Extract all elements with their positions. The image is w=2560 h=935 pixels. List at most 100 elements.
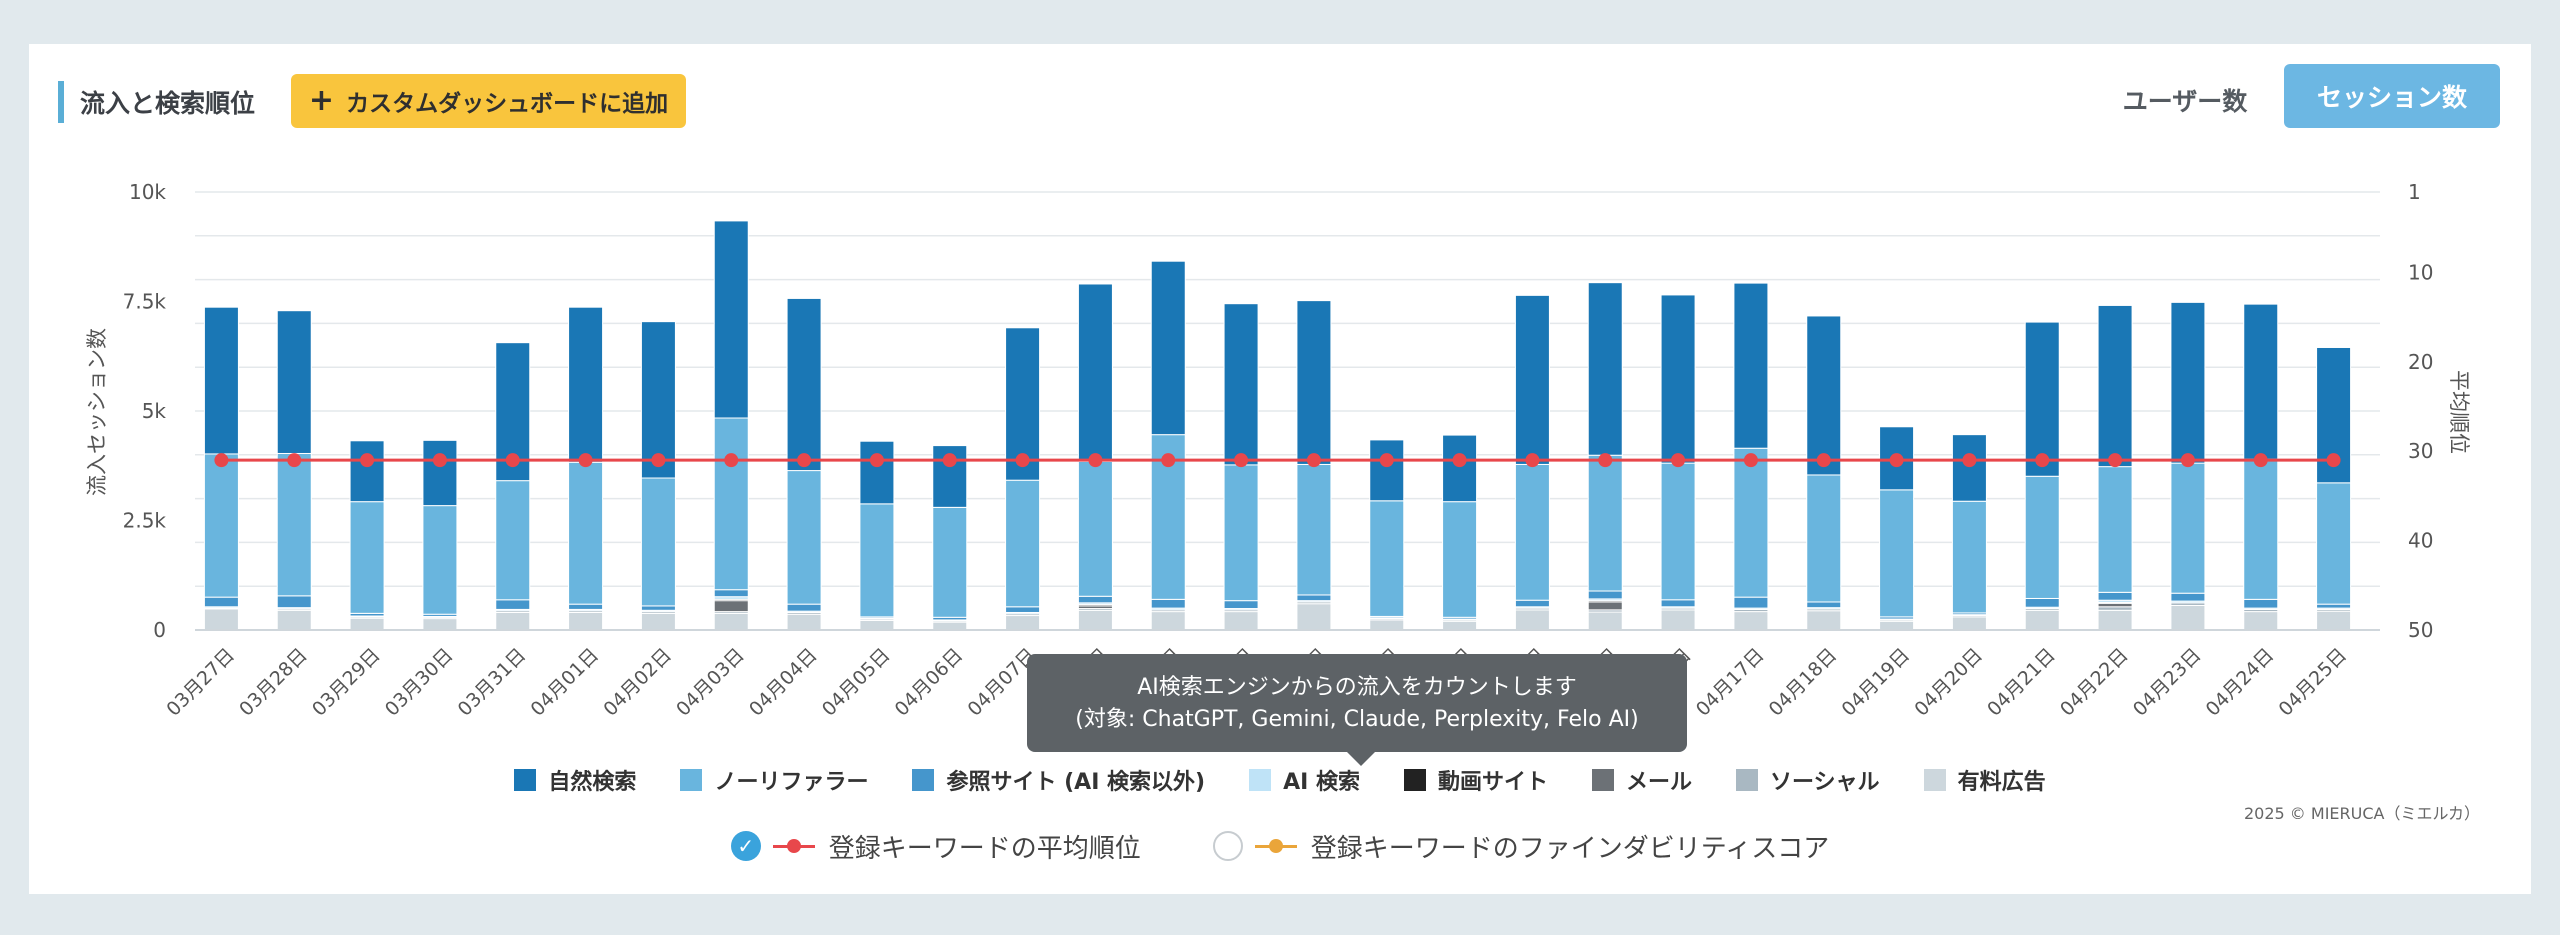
add-to-dashboard-label: カスタムダッシュボードに追加 <box>346 91 669 117</box>
copyright-text: 2025 © MIERUCA（ミエルカ） <box>2244 804 2480 823</box>
avg-rank-point <box>1015 453 1030 468</box>
checkbox-unchecked-icon[interactable] <box>1212 831 1243 861</box>
y2-tick-label: 1 <box>2408 180 2421 204</box>
avg-rank-point <box>1161 453 1176 468</box>
avg-rank-point <box>287 453 302 468</box>
findability-line-marker <box>1254 836 1297 856</box>
bar-segment <box>713 612 749 631</box>
y2-tick-label: 20 <box>2408 350 2433 374</box>
toggle-sessions-button[interactable]: セッション数 <box>2284 64 2500 128</box>
avg-rank-point <box>1452 453 1467 468</box>
legend-swatch <box>1923 769 1946 791</box>
bar-segment <box>1296 594 1332 602</box>
avg-rank-point <box>432 453 447 468</box>
bar-segment <box>2024 475 2060 599</box>
bar-segment <box>1806 474 1842 603</box>
bar-segment <box>1806 610 1842 631</box>
toggle-users-button[interactable]: ユーザー数 <box>2122 87 2248 116</box>
x-tick-label: 04月18日 <box>1765 644 1842 721</box>
chart-title-group: 流入と検索順位 <box>58 80 255 124</box>
bar-segment <box>568 603 604 610</box>
avg-rank-point <box>1962 453 1977 468</box>
avg-rank-toggle[interactable]: ✓ 登録キーワードの平均順位 <box>730 828 1141 865</box>
bar-segment <box>2024 321 2060 477</box>
bar-segment <box>1077 609 1113 631</box>
bar-segment <box>422 505 458 615</box>
checkbox-checked-icon[interactable]: ✓ <box>730 831 761 861</box>
legend-item-referral[interactable]: 参照サイト (AI 検索以外) <box>912 764 1205 796</box>
legend-label: AI 検索 <box>1283 770 1360 795</box>
x-tick-label: 04月04日 <box>745 644 822 721</box>
avg-rank-point <box>1889 453 1904 468</box>
avg-rank-point <box>2180 453 2195 468</box>
bar-segment <box>1442 620 1478 631</box>
bar-segment <box>1296 300 1332 465</box>
bar-segment <box>932 506 968 618</box>
bar-segment <box>203 596 239 608</box>
bar-segment <box>1369 500 1405 617</box>
bar-segment <box>276 452 312 597</box>
bar-segment <box>1587 590 1623 600</box>
bar-segment <box>2243 598 2279 609</box>
y-tick-label: 0 <box>153 618 166 642</box>
legend-label: 参照サイト (AI 検索以外) <box>946 770 1206 795</box>
y-tick-label: 5k <box>142 399 167 423</box>
line-marker-dot <box>1268 839 1283 853</box>
bar-segment <box>2097 591 2133 601</box>
legend-item-mail[interactable]: メール <box>1591 764 1692 796</box>
bar-segment <box>713 220 749 419</box>
bar-segment <box>203 453 239 598</box>
legend-item-social[interactable]: ソーシャル <box>1736 764 1880 796</box>
bar-segment <box>2243 458 2279 600</box>
x-tick-label: 04月21日 <box>1983 644 2060 721</box>
bar-segment <box>1733 282 1769 449</box>
bar-segment <box>713 600 749 613</box>
series-legend: 自然検索 ノーリファラー 参照サイト (AI 検索以外) AI 検索 動画サイト… <box>0 762 2560 798</box>
bar-segment <box>2024 609 2060 631</box>
findability-toggle[interactable]: 登録キーワードのファインダビリティスコア <box>1212 828 1829 865</box>
bar-segment <box>1150 598 1186 609</box>
legend-swatch <box>912 769 935 791</box>
avg-rank-point <box>797 453 812 468</box>
ai-search-tooltip: AI検索エンジンからの流入をカウントします (対象: ChatGPT, Gemi… <box>1027 654 1687 766</box>
legend-label: 動画サイト <box>1437 770 1548 795</box>
bar-segment <box>1951 616 1987 631</box>
bar-segment <box>786 603 822 612</box>
bar-segment <box>2097 606 2133 611</box>
bar-segment <box>422 618 458 631</box>
legend-item-noreferrer[interactable]: ノーリファラー <box>680 764 868 796</box>
tooltip-line-1: AI検索エンジンからの流入をカウントします <box>1137 675 1577 700</box>
bar-segment <box>640 612 676 631</box>
y-tick-label: 7.5k <box>123 290 167 314</box>
legend-item-organic[interactable]: 自然検索 <box>514 764 636 796</box>
avg-rank-point <box>214 453 229 468</box>
bar-segment <box>1077 460 1113 597</box>
legend-label: メール <box>1625 770 1692 795</box>
x-tick-label: 03月28日 <box>235 644 312 721</box>
legend-swatch <box>1249 769 1272 791</box>
bar-segment <box>2024 597 2060 608</box>
legend-label: ノーリファラー <box>714 770 869 795</box>
x-tick-label: 04月23日 <box>2129 644 2206 721</box>
bar-segment <box>1514 599 1550 608</box>
add-to-dashboard-button[interactable]: + カスタムダッシュボードに追加 <box>291 74 686 128</box>
bar-segment <box>1223 611 1259 631</box>
legend-swatch <box>514 769 537 791</box>
avg-rank-point <box>2253 453 2268 468</box>
bar-segment <box>1150 260 1186 436</box>
avg-rank-point <box>1525 453 1540 468</box>
bar-segment <box>1077 283 1113 462</box>
bar-segment <box>640 605 676 611</box>
legend-item-ai-search[interactable]: AI 検索 <box>1249 764 1360 796</box>
x-tick-label: 03月29日 <box>308 644 385 721</box>
bar-segment <box>1587 454 1623 592</box>
legend-item-video[interactable]: 動画サイト <box>1403 764 1548 796</box>
legend-swatch <box>1591 769 1614 791</box>
avg-rank-point <box>1743 453 1758 468</box>
chart-title: 流入と検索順位 <box>80 89 256 118</box>
legend-swatch <box>1736 769 1758 791</box>
bar-segment <box>2316 482 2352 605</box>
legend-item-paid[interactable]: 有料広告 <box>1923 764 2046 796</box>
avg-rank-point <box>651 453 666 468</box>
